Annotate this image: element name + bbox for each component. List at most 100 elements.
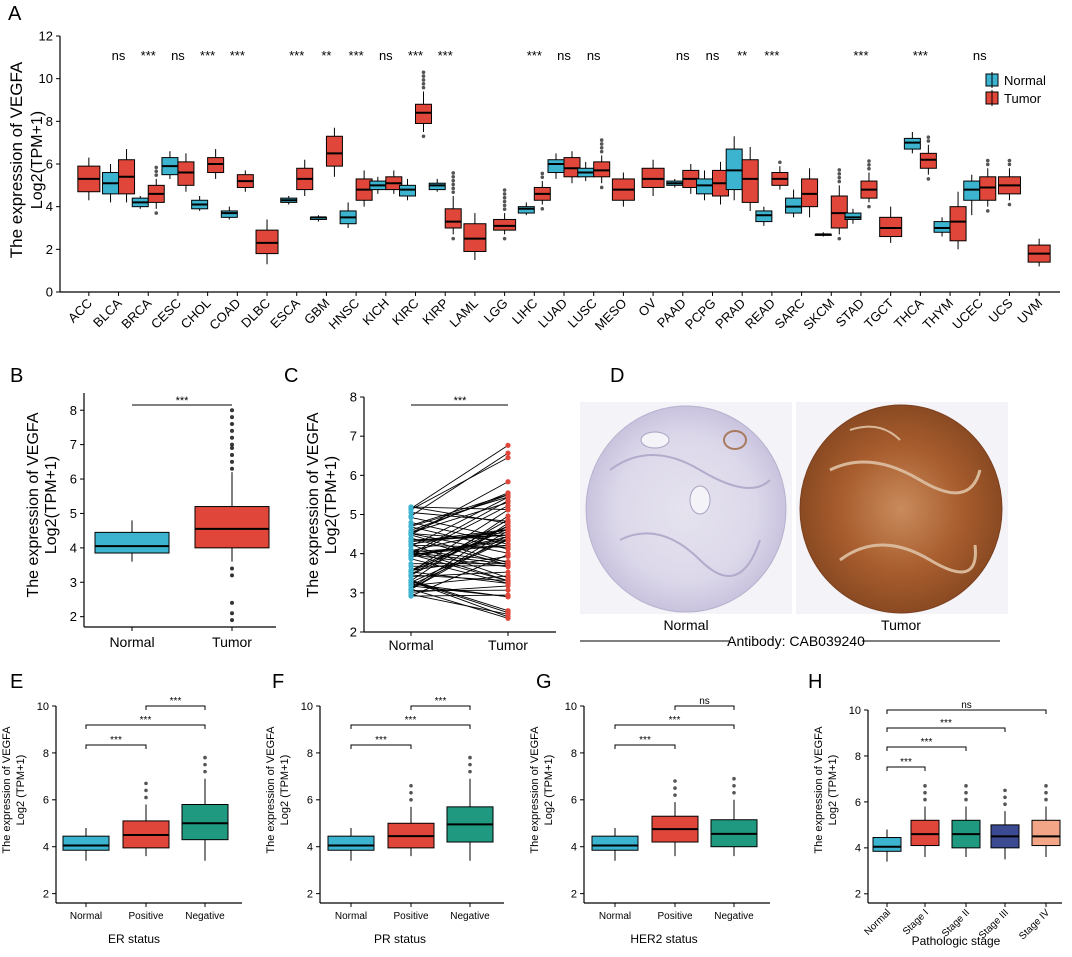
panel-a-legend: Normal Tumor: [985, 72, 1046, 106]
a-sig-kich: ns: [379, 48, 393, 63]
a-lihc-normal-box: [517, 206, 535, 214]
e-sig-bracket: [85, 744, 147, 749]
panel-b-letter: B: [10, 365, 23, 387]
b-sig-label: ***: [176, 395, 190, 407]
a-x-tick-label-blca: BLCA: [90, 295, 125, 330]
h-stage-i-box: [910, 819, 940, 847]
panel-c-ylabel-unit: Log2(TPM+1): [323, 456, 340, 554]
b-tumor-outlier: [230, 408, 234, 413]
a-x-tick-label-read: READ: [742, 296, 778, 332]
c-pair-line: [410, 555, 509, 571]
c-tumor-point: [505, 535, 511, 541]
a-kirc-tumor-outlier: [421, 85, 426, 90]
g-positive-outlier: [673, 786, 677, 790]
h-sig-bracket: [886, 746, 967, 751]
a-kirp-tumor-box: [444, 208, 462, 229]
f-sig-label: ***: [375, 735, 387, 746]
panel-a-plot: 024681012ACCBLCAnsBRCA***CESCnsCHOL***CO…: [39, 29, 1060, 334]
h-stage-iii-outlier: [1003, 795, 1007, 800]
c-normal-point: [408, 572, 414, 578]
a-thym-tumor-box: [949, 206, 967, 242]
c-normal-point: [408, 527, 414, 533]
c-pair-line: [410, 575, 509, 586]
e-sig-bracket: [145, 705, 206, 710]
panel-e-plot: 2 4 6 8 10 Normal Positive Negative *** *** ***: [37, 696, 242, 922]
c-x-tick-label-tumor: Tumor: [488, 637, 528, 653]
panel-h: H The expression of VEGFA Log2 (TPM+1) 2…: [808, 671, 1062, 948]
h-stage-iii-outlier: [1003, 788, 1007, 793]
g-y-tick-label: 6: [571, 795, 577, 807]
panel-b-plot: 2 3 4 5 6 7 8 Normal Tumor ***: [70, 393, 276, 650]
c-normal-point: [408, 567, 414, 574]
a-sig-lihc: ***: [527, 48, 542, 63]
c-pair-line: [410, 496, 509, 547]
panel-a-ylabel-unit: Log2(TPM+1): [29, 111, 46, 209]
e-sig-bracket: [85, 724, 206, 729]
c-pair-line: [410, 512, 509, 522]
g-x-tick-label-positive: Positive: [657, 911, 692, 922]
c-pair-line: [410, 554, 509, 597]
e-sig-label: ***: [110, 735, 122, 746]
g-sig-label: ns: [699, 696, 710, 707]
c-normal-point: [408, 582, 414, 588]
c-tumor-point: [505, 518, 511, 524]
g-normal-box: [591, 835, 639, 851]
panel-h-xlabel: Pathologic stage: [912, 934, 1001, 948]
a-lihc-tumor-outlier: [540, 175, 545, 180]
c-tumor-point: [505, 450, 511, 456]
panel-e: E The expression of VEGFA Log2 (TPM+1) 2…: [1, 671, 242, 946]
b-tumor-outlier: [230, 611, 234, 616]
c-tumor-point: [505, 592, 511, 598]
a-thca-tumor-outlier: [926, 177, 931, 181]
c-pair-line: [410, 580, 509, 614]
h-stage-i-outlier: [923, 797, 927, 802]
a-luad-tumor-box: [563, 157, 581, 178]
b-x-tick-label-normal: Normal: [109, 634, 154, 650]
a-skcm-tumor-outlier: [837, 168, 842, 172]
c-y-tick-label: 6: [350, 468, 357, 483]
legend-tumor-label: Tumor: [1004, 91, 1042, 106]
a-sig-gbm: **: [321, 48, 331, 63]
a-x-tick-label-coad: COAD: [206, 296, 243, 333]
panel-b-ylabel: The expression of VEGFA: [25, 412, 42, 597]
a-lusc-tumor-outlier: [599, 142, 604, 146]
a-x-tick-label-meso: MESO: [592, 296, 630, 334]
e-y-tick-label: 6: [43, 795, 49, 807]
h-sig-label: ***: [921, 737, 933, 748]
a-pcpg-normal-box: [695, 178, 713, 195]
a-y-tick-label: 2: [46, 242, 53, 257]
c-tumor-point: [505, 442, 511, 448]
b-y-tick-label: 4: [70, 540, 77, 555]
a-kirp-tumor-outlier: [451, 182, 456, 187]
a-lgg-tumor-outlier: [502, 207, 507, 212]
h-stage-i-outlier: [923, 790, 927, 795]
a-kirp-tumor-outlier: [451, 190, 456, 194]
a-x-tick-label-dlbc: DLBC: [238, 296, 273, 331]
f-negative-outlier: [468, 769, 472, 774]
a-x-tick-label-ov: OV: [635, 295, 659, 319]
a-kirc-tumor-outlier: [421, 78, 426, 82]
h-y-tick-label: 2: [855, 889, 861, 901]
a-y-tick-label: 4: [46, 199, 53, 214]
a-x-tick-label-esca: ESCA: [267, 295, 303, 331]
ihc-tumor-label: Tumor: [881, 617, 921, 633]
h-stage-iii-outlier: [1003, 802, 1007, 807]
g-negative-outlier: [732, 790, 736, 795]
b-y-tick-label: 6: [70, 472, 77, 487]
h-stage-ii-outlier: [964, 797, 968, 802]
f-sig-bracket: [410, 705, 471, 710]
a-sig-stad: ***: [853, 48, 868, 63]
a-kirp-tumor-outlier: [451, 171, 456, 175]
c-tumor-point: [505, 569, 511, 575]
a-thca-normal-box: [903, 137, 921, 150]
a-lgg-tumor-box: [493, 218, 517, 231]
c-pair-line: [410, 494, 509, 531]
g-sig-bracket: [674, 705, 735, 710]
a-lusc-tumor-box: [593, 161, 611, 178]
h-y-tick-label: 4: [855, 843, 861, 855]
g-x-tick-label-normal: Normal: [599, 911, 631, 922]
panel-c: C The expression of VEGFA Log2(TPM+1) 2 3…: [284, 365, 556, 653]
c-pair-line: [410, 533, 509, 554]
c-y-tick-label: 3: [350, 585, 357, 600]
a-y-tick-label: 0: [46, 285, 53, 300]
